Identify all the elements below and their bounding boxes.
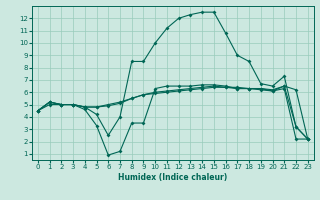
X-axis label: Humidex (Indice chaleur): Humidex (Indice chaleur) bbox=[118, 173, 228, 182]
